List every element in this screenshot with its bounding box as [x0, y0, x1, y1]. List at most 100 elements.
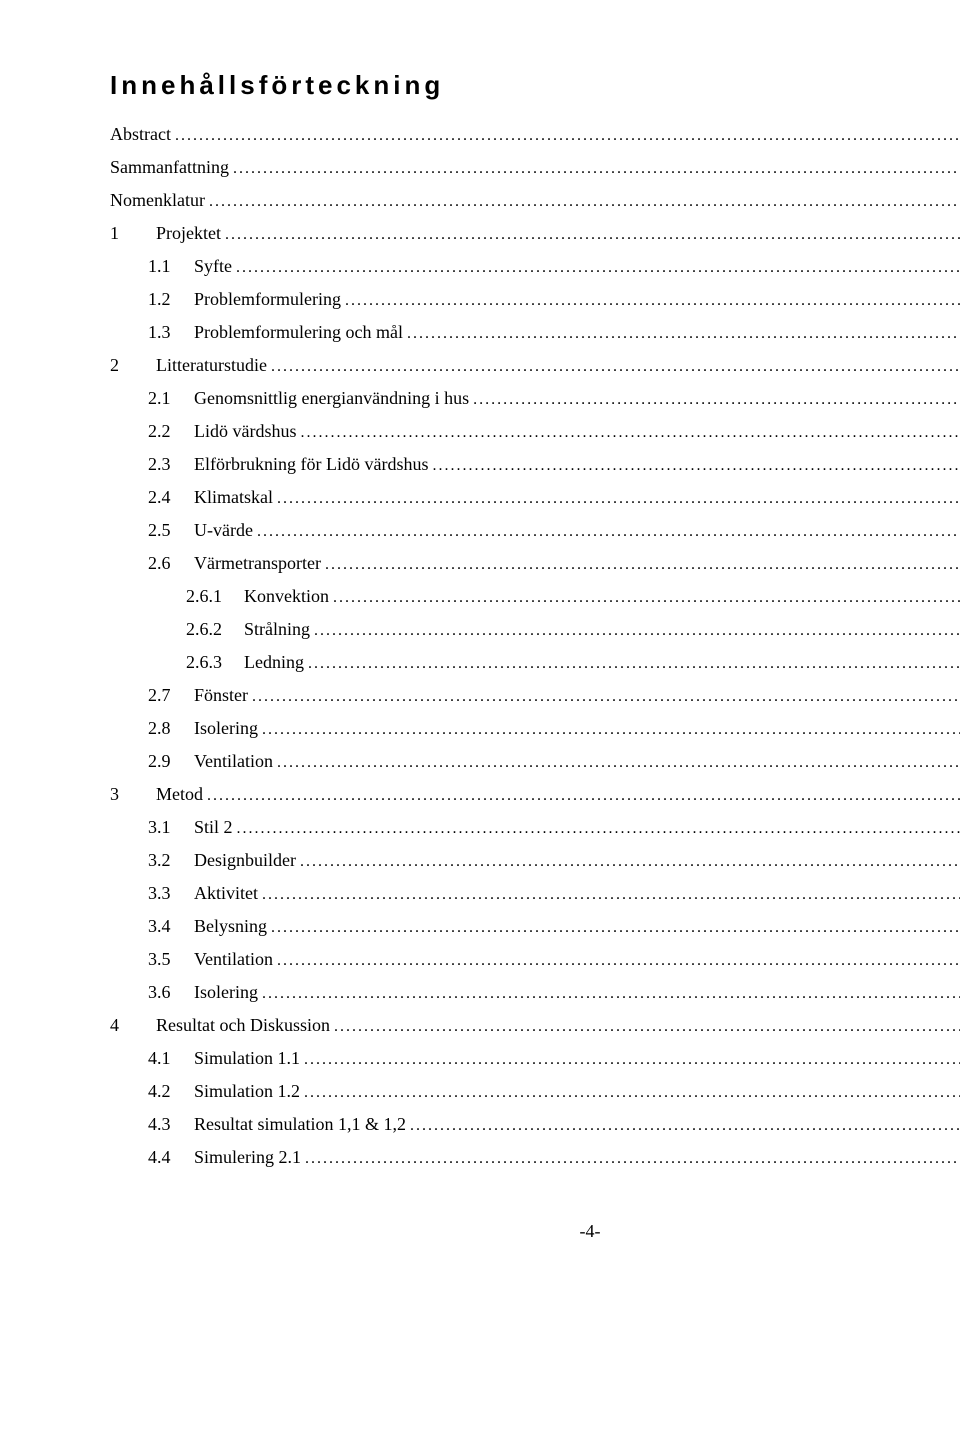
toc-entry-label: Isolering: [194, 719, 258, 737]
toc-entry-label: Klimatskal: [194, 488, 273, 506]
toc-entry: Nomenklatur6: [110, 191, 960, 210]
toc-entry-number: 2.7: [148, 686, 194, 704]
toc-leader-dots: [257, 524, 960, 540]
toc-entry-label: Designbuilder: [194, 851, 296, 869]
toc-entry: 3.4Belysning18: [110, 917, 960, 936]
toc-entry-number: 2.9: [148, 752, 194, 770]
toc-leader-dots: [345, 293, 960, 309]
toc-leader-dots: [271, 920, 960, 936]
toc-leader-dots: [233, 161, 960, 177]
toc-entry: 3.6Isolering19: [110, 983, 960, 1002]
toc-entry-label: Fönster: [194, 686, 248, 704]
toc-entry-label: Stil 2: [194, 818, 233, 836]
toc-entry: 1.3Problemformulering och mål7: [110, 323, 960, 342]
toc-entry-label: Nomenklatur: [110, 191, 205, 209]
toc-entry: 2.2Lidö värdshus9: [110, 422, 960, 441]
toc-entry: 2.5U-värde11: [110, 521, 960, 540]
toc-entry-number: 1.3: [148, 323, 194, 341]
toc-entry-number: 2.1: [148, 389, 194, 407]
toc-leader-dots: [304, 1085, 960, 1101]
toc-entry-label: Aktivitet: [194, 884, 258, 902]
toc-entry-number: 3: [110, 785, 156, 803]
toc-entry: 2.6.1Konvektion12: [110, 587, 960, 606]
toc-entry-number: 3.1: [148, 818, 194, 836]
toc-entry: 2.9Ventilation16: [110, 752, 960, 771]
toc-entry-number: 2: [110, 356, 156, 374]
toc-entry: 2.8Isolering15: [110, 719, 960, 738]
toc-entry-label: Resultat och Diskussion: [156, 1016, 330, 1034]
toc-leader-dots: [252, 689, 960, 705]
toc-entry-number: 1.1: [148, 257, 194, 275]
toc-entry: 2.4Klimatskal11: [110, 488, 960, 507]
toc-entry-number: 2.5: [148, 521, 194, 539]
toc-entry: 1.2Problemformulering7: [110, 290, 960, 309]
toc-entry-label: Simulation 1.1: [194, 1049, 300, 1067]
toc-entry-number: 4: [110, 1016, 156, 1034]
toc-entry-label: Simulation 1.2: [194, 1082, 300, 1100]
toc-entry: 4Resultat och Diskussion20: [110, 1016, 960, 1035]
toc-entry-number: 2.6.1: [186, 587, 244, 605]
toc-entry-number: 1.2: [148, 290, 194, 308]
toc-leader-dots: [277, 953, 960, 969]
toc-entry-number: 3.3: [148, 884, 194, 902]
toc-entry-label: Problemformulering: [194, 290, 341, 308]
toc-entry-label: Värmetransporter: [194, 554, 321, 572]
toc-leader-dots: [304, 1052, 960, 1068]
toc-entry-label: U-värde: [194, 521, 253, 539]
toc-entry: 2.1Genomsnittlig energianvändning i hus8: [110, 389, 960, 408]
toc-entry: 1Projektet6: [110, 224, 960, 243]
toc-entry-label: Isolering: [194, 983, 258, 1001]
toc-leader-dots: [225, 227, 960, 243]
toc-entry-label: Sammanfattning: [110, 158, 229, 176]
page-number-footer: -4-: [110, 1221, 960, 1242]
toc-entry-number: 2.3: [148, 455, 194, 473]
toc-leader-dots: [432, 458, 960, 474]
toc-entry-number: 4.4: [148, 1148, 194, 1166]
toc-leader-dots: [308, 656, 960, 672]
toc-leader-dots: [410, 1118, 960, 1134]
toc-entry: 1.1Syfte6: [110, 257, 960, 276]
toc-entry: 2.6.3Ledning13: [110, 653, 960, 672]
toc-entry-label: Konvektion: [244, 587, 329, 605]
table-of-contents: Abstract2Sammanfattning3Nomenklatur61Pro…: [110, 125, 960, 1167]
toc-entry-label: Ventilation: [194, 752, 273, 770]
toc-entry: 4.1Simulation 1.122: [110, 1049, 960, 1068]
toc-entry-number: 2.6: [148, 554, 194, 572]
toc-entry-number: 2.8: [148, 719, 194, 737]
toc-leader-dots: [301, 425, 960, 441]
toc-entry-number: 3.5: [148, 950, 194, 968]
toc-leader-dots: [325, 557, 960, 573]
toc-leader-dots: [333, 590, 960, 606]
toc-entry-number: 2.6.2: [186, 620, 244, 638]
toc-leader-dots: [314, 623, 960, 639]
toc-leader-dots: [271, 359, 960, 375]
toc-entry-number: 4.2: [148, 1082, 194, 1100]
toc-leader-dots: [262, 986, 960, 1002]
toc-entry: 2Litteraturstudie8: [110, 356, 960, 375]
toc-leader-dots: [277, 755, 960, 771]
toc-entry: 4.3Resultat simulation 1,1 & 1,223: [110, 1115, 960, 1134]
toc-entry-label: Strålning: [244, 620, 310, 638]
toc-leader-dots: [236, 260, 960, 276]
toc-entry-label: Belysning: [194, 917, 267, 935]
toc-entry-label: Simulering 2.1: [194, 1148, 301, 1166]
toc-entry: 4.2Simulation 1.222: [110, 1082, 960, 1101]
toc-entry-number: 3.6: [148, 983, 194, 1001]
toc-leader-dots: [175, 128, 960, 144]
toc-entry-number: 2.2: [148, 422, 194, 440]
toc-entry: Sammanfattning3: [110, 158, 960, 177]
toc-leader-dots: [473, 392, 960, 408]
toc-entry-label: Ventilation: [194, 950, 273, 968]
toc-entry: 2.7Fönster14: [110, 686, 960, 705]
toc-leader-dots: [262, 887, 960, 903]
toc-entry-number: 4.3: [148, 1115, 194, 1133]
page-title: Innehållsförteckning: [110, 70, 960, 101]
toc-entry-label: Lidö värdshus: [194, 422, 297, 440]
toc-entry: 2.3Elförbrukning för Lidö värdshus10: [110, 455, 960, 474]
toc-entry: 3.3Aktivitet18: [110, 884, 960, 903]
toc-entry-label: Metod: [156, 785, 203, 803]
toc-entry-label: Syfte: [194, 257, 232, 275]
toc-entry-label: Elförbrukning för Lidö värdshus: [194, 455, 428, 473]
toc-entry-number: 2.4: [148, 488, 194, 506]
toc-entry-label: Problemformulering och mål: [194, 323, 403, 341]
